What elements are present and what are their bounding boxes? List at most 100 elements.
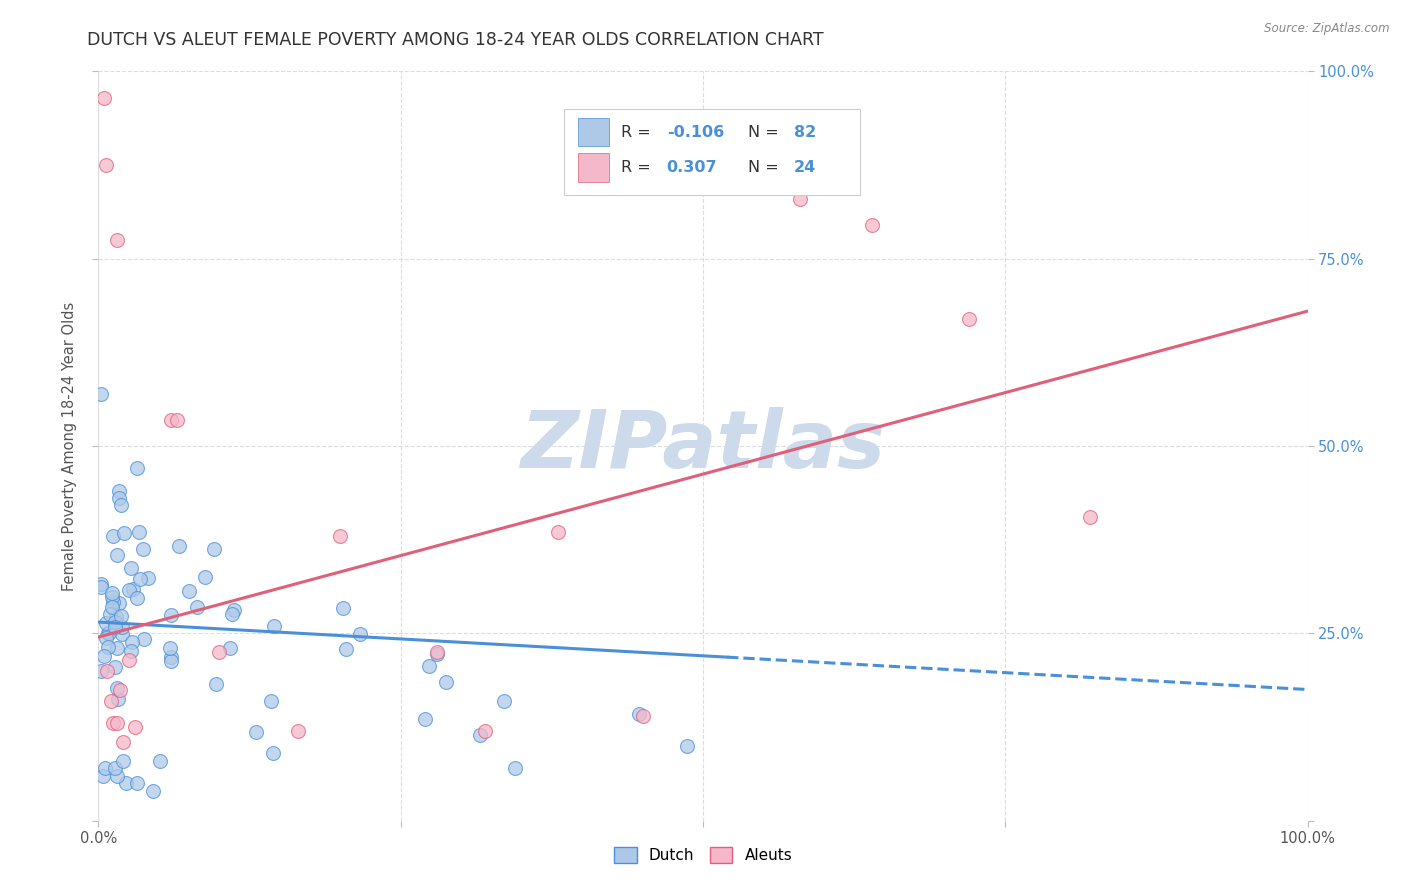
Text: N =: N = (748, 125, 783, 139)
Point (103, 615, 125, 629)
Point (108, 682, 131, 697)
Point (349, 627, 371, 641)
Point (470, 728, 492, 742)
FancyBboxPatch shape (564, 109, 860, 195)
Point (111, 735, 134, 749)
Point (503, 761, 526, 775)
Point (957, 311, 980, 326)
Point (124, 720, 146, 734)
Point (160, 413, 183, 427)
Text: R =: R = (621, 125, 655, 139)
Point (142, 783, 165, 797)
Text: R =: R = (621, 160, 655, 175)
Point (413, 712, 436, 726)
Point (101, 595, 124, 609)
Point (547, 525, 569, 540)
Point (115, 776, 138, 790)
Point (108, 483, 131, 498)
Point (105, 681, 128, 695)
Point (100, 600, 122, 615)
Point (789, 192, 811, 206)
Point (94, 158, 117, 172)
Point (111, 627, 134, 641)
Point (108, 491, 131, 506)
Point (98, 607, 121, 622)
Point (111, 620, 134, 634)
Point (169, 539, 191, 553)
Point (105, 769, 128, 783)
Point (134, 632, 156, 647)
Point (245, 725, 267, 739)
Point (418, 659, 440, 673)
Point (111, 754, 134, 768)
Point (94, 631, 117, 645)
Point (104, 761, 127, 775)
Point (160, 649, 183, 664)
Point (627, 707, 650, 722)
Point (104, 660, 127, 674)
Point (131, 542, 153, 557)
Point (101, 716, 124, 731)
Point (492, 694, 515, 708)
Point (426, 645, 449, 659)
Point (263, 619, 285, 633)
Point (110, 609, 132, 624)
Legend: Dutch, Aleuts: Dutch, Aleuts (607, 841, 799, 869)
Point (224, 603, 246, 617)
Point (121, 582, 143, 597)
Point (90, 576, 112, 591)
Point (219, 640, 242, 655)
Point (120, 561, 142, 575)
Point (105, 548, 128, 562)
Point (159, 641, 181, 656)
Point (160, 607, 183, 622)
Point (97, 640, 120, 654)
FancyBboxPatch shape (578, 118, 609, 146)
Point (101, 529, 124, 543)
Point (631, 708, 654, 723)
Point (104, 610, 127, 624)
Point (101, 591, 124, 605)
Point (90, 386, 112, 401)
Point (208, 645, 231, 659)
Point (97, 625, 120, 640)
Point (105, 716, 128, 731)
Text: DUTCH VS ALEUT FEMALE POVERTY AMONG 18-24 YEAR OLDS CORRELATION CHART: DUTCH VS ALEUT FEMALE POVERTY AMONG 18-2… (87, 31, 824, 49)
Point (118, 652, 141, 666)
Point (110, 498, 132, 512)
Point (104, 620, 127, 634)
Point (97, 625, 120, 640)
Point (287, 723, 309, 738)
Point (105, 233, 128, 247)
Point (434, 675, 457, 690)
Point (107, 640, 129, 655)
Point (675, 739, 697, 753)
Point (166, 413, 188, 427)
Point (96, 664, 118, 678)
Point (329, 529, 352, 543)
Point (127, 591, 149, 606)
Point (335, 641, 357, 656)
Point (90, 664, 112, 678)
Point (474, 723, 496, 738)
Point (128, 525, 150, 540)
Text: Source: ZipAtlas.com: Source: ZipAtlas.com (1264, 22, 1389, 36)
Point (204, 677, 226, 691)
Point (94, 761, 117, 775)
Point (90, 580, 112, 594)
Point (108, 597, 131, 611)
Point (332, 601, 354, 615)
Point (260, 694, 283, 708)
Text: 82: 82 (794, 125, 815, 139)
Point (148, 754, 170, 768)
Point (125, 776, 148, 790)
Point (136, 571, 159, 585)
Point (202, 541, 225, 556)
Point (1078, 510, 1101, 524)
Y-axis label: Female Poverty Among 18-24 Year Olds: Female Poverty Among 18-24 Year Olds (62, 301, 77, 591)
Point (127, 461, 149, 475)
Text: 0.307: 0.307 (666, 160, 717, 175)
Text: 24: 24 (794, 160, 815, 175)
Point (112, 526, 135, 541)
Point (860, 218, 883, 232)
